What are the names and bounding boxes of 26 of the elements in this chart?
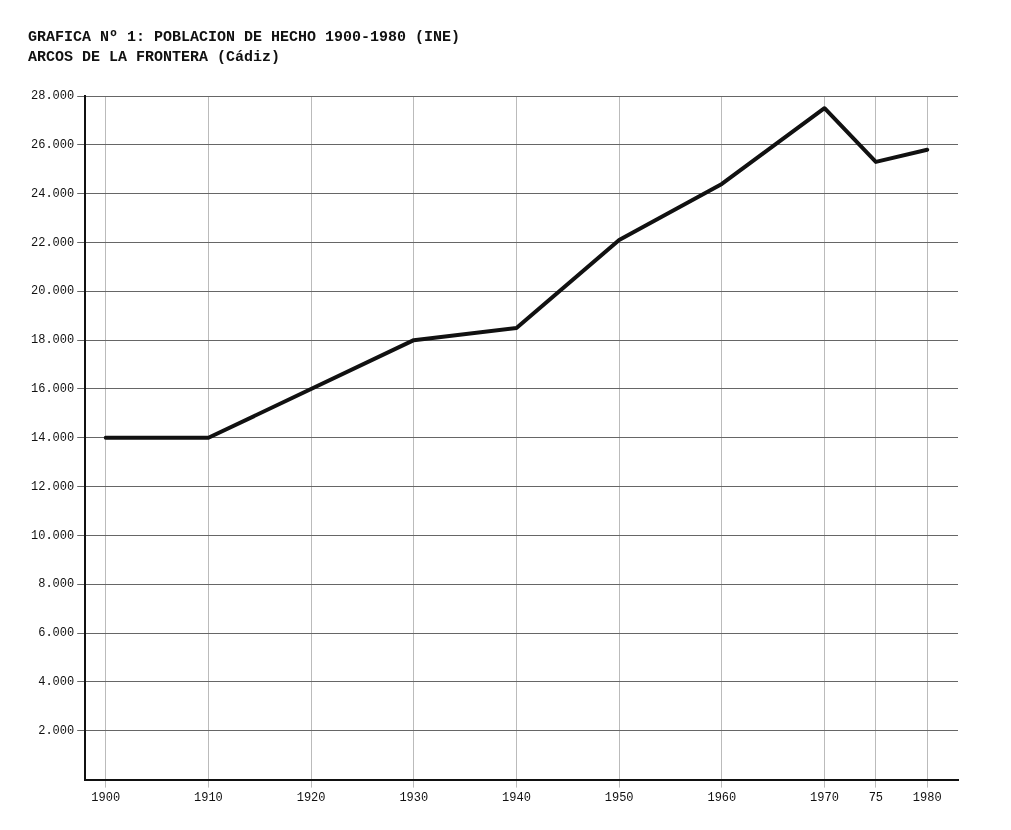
y-tick-label: 6.000 — [38, 626, 75, 641]
y-tick-label: 4.000 — [38, 675, 75, 690]
chart-title: GRAFICA Nº 1: POBLACION DE HECHO 1900-1980 (INE) — [28, 28, 461, 46]
y-tick-label: 2.000 — [38, 723, 75, 738]
x-tick-label: 1980 — [912, 790, 942, 805]
y-tick-label: 14.000 — [30, 430, 75, 445]
x-tick-label: 75 — [868, 790, 884, 805]
y-tick-label: 10.000 — [30, 528, 75, 543]
y-tick-label: 26.000 — [30, 138, 75, 152]
x-tick-label: 1960 — [707, 790, 737, 805]
x-tick-label: 1900 — [91, 790, 121, 805]
x-tick-label: 1940 — [502, 790, 531, 805]
y-tick-label: 28.000 — [30, 89, 75, 104]
y-tick-label: 24.000 — [30, 186, 75, 201]
x-tick-label: 1930 — [399, 790, 429, 805]
y-tick-label: 22.000 — [30, 235, 75, 250]
y-tick-label: 12.000 — [30, 479, 75, 494]
y-tick-label: 20.000 — [30, 284, 75, 299]
y-tick-label: 16.000 — [30, 382, 75, 397]
y-tick-label: 8.000 — [38, 577, 75, 592]
x-tick-label: 1920 — [296, 790, 326, 805]
x-tick-label: 1970 — [810, 790, 839, 805]
y-tick-label: 18.000 — [30, 333, 75, 348]
x-tick-label: 1950 — [604, 790, 634, 805]
x-tick-label: 1910 — [194, 790, 223, 805]
chart-subtitle: ARCOS DE LA FRONTERA (Cádiz) — [28, 48, 281, 66]
